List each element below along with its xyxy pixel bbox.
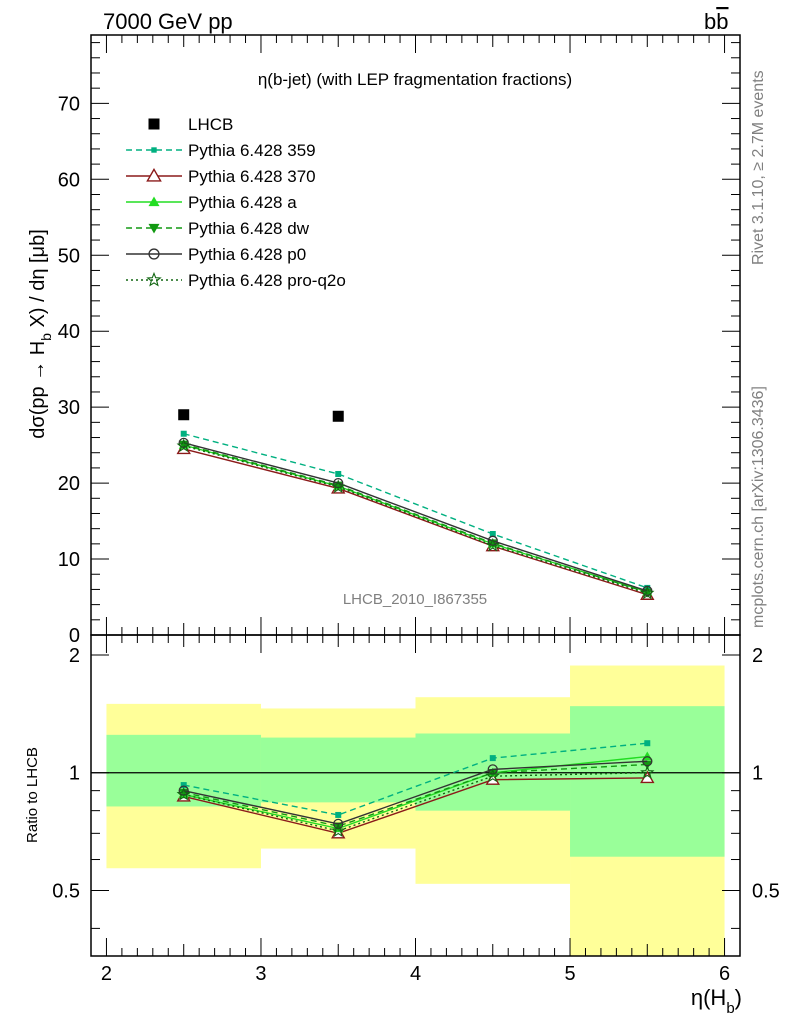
legend-label-2: Pythia 6.428 a	[188, 193, 297, 212]
main-panel: 0 10 20 30 40 50 60 70	[58, 34, 741, 647]
ratio-4-point	[333, 818, 344, 830]
series-5-point	[485, 537, 500, 552]
series-line-5	[183, 445, 648, 594]
svg-text:dσ(pp → Hb X) / dη [μb]: dσ(pp → Hb X) / dη [μb]	[27, 229, 54, 439]
legend-label-1: Pythia 6.428 370	[188, 167, 316, 186]
uncertainty-band-inner	[260, 737, 416, 803]
series-line-4	[183, 442, 648, 592]
ratio-line-5	[183, 772, 648, 832]
y-tick-label: 50	[58, 245, 80, 267]
process-label: bb	[704, 9, 729, 34]
ratio-5-point	[331, 823, 346, 837]
series-0-point	[180, 430, 187, 437]
process-bar-letter: b	[716, 9, 728, 34]
y-tick-label: 70	[58, 93, 80, 115]
ratio-0-point	[180, 782, 187, 789]
y-tick-label: 60	[58, 169, 80, 191]
x-tick-label: 4	[410, 963, 421, 985]
x-tick-label: 3	[255, 963, 266, 985]
y-tick-label: 40	[58, 321, 80, 343]
legend-marker-4	[148, 248, 160, 260]
ratio-2-point	[642, 751, 653, 761]
analysis-label: LHCB_2010_I867355	[343, 591, 487, 608]
svg-text:bb: bb	[704, 9, 729, 34]
y-axis-label: dσ(pp → Hb X) / dη [μb]	[27, 229, 54, 439]
ratio-4-point	[487, 764, 498, 775]
x-tick-label: 2	[101, 963, 112, 985]
ratio-0-point	[644, 740, 651, 747]
legend-label-5: Pythia 6.428 pro-q2o	[188, 271, 346, 290]
ratio-3-point	[642, 760, 653, 770]
series-5-point	[640, 585, 655, 600]
energy-label: 7000 GeV pp	[103, 9, 233, 34]
legend-marker-3	[148, 223, 160, 234]
series-4-point	[178, 437, 189, 448]
ratio-5-point	[485, 768, 500, 783]
series-5-point	[176, 438, 191, 452]
ratio-tick-label-right: 1	[752, 763, 763, 785]
series-5-point	[331, 479, 346, 493]
x-tick-label: 6	[719, 963, 730, 985]
series-line-1	[183, 448, 648, 596]
legend-marker-1	[146, 167, 162, 182]
legend-label-0: Pythia 6.428 359	[188, 141, 316, 160]
legend-marker-2	[148, 196, 160, 207]
series-line-0	[183, 433, 648, 589]
y-tick-label: 10	[58, 549, 80, 571]
ratio-tick-label: 1	[69, 763, 80, 785]
ratio-5-point	[176, 786, 191, 801]
legend-marker-data	[148, 118, 160, 130]
series-0-point	[489, 530, 496, 537]
ratio-tick-label: 2	[69, 645, 80, 667]
ratio-5-point	[640, 765, 655, 779]
svg-text:η(Hb): η(Hb)	[691, 985, 742, 1017]
y-tick-label: 30	[58, 397, 80, 419]
x-tick-label: 5	[564, 963, 575, 985]
data-point	[332, 410, 344, 422]
x-axis-label: η(Hb)	[691, 985, 742, 1017]
ratio-tick-label-right: 2	[752, 645, 763, 667]
ratio-line-1	[183, 777, 648, 835]
legend-marker-5	[146, 271, 162, 287]
ratio-line-4	[183, 760, 648, 825]
y-tick-label: 0	[69, 625, 80, 647]
legend: LHCB Pythia 6.428 359 Pythia 6.428 370 Pyth…	[126, 115, 346, 290]
chart-title: η(b-jet) (with LEP fragmentation fractio…	[258, 70, 572, 89]
y-tick-label: 20	[58, 473, 80, 495]
legend-label-3: Pythia 6.428 dw	[188, 219, 310, 238]
ratio-tick-label-right: 0.5	[752, 880, 780, 902]
legend-label-data: LHCB	[188, 115, 233, 134]
ratio-axis-label: Ratio to LHCB	[24, 747, 41, 843]
legend-label-4: Pythia 6.428 p0	[188, 245, 306, 264]
data-point	[178, 409, 190, 421]
series-line-3	[183, 443, 648, 594]
ratio-0-point	[335, 811, 342, 818]
ratio-0-point	[489, 755, 496, 762]
ratio-frame	[90, 634, 741, 957]
mcplots-label: mcplots.cern.ch [arXiv:1306.3436]	[750, 386, 767, 628]
series-0-point	[335, 470, 342, 477]
ratio-3-point	[333, 822, 344, 832]
legend-marker-0	[151, 147, 157, 153]
ratio-tick-label: 0.5	[52, 880, 80, 902]
ratio-panel: 0.5 0.5 1 1 2 2 2 3 4 5 6	[52, 634, 780, 985]
rivet-label: Rivet 3.1.10, ≥ 2.7M events	[750, 70, 767, 265]
